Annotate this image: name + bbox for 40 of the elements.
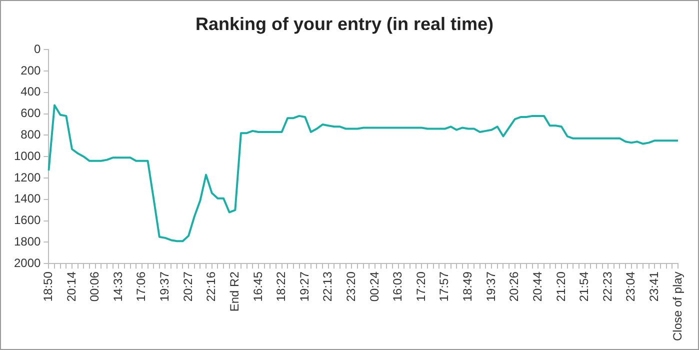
y-tick-label: 1800 [14,234,42,249]
x-tick-label: 22:13 [320,271,335,302]
x-tick-label: 21:20 [554,271,568,302]
y-tick-label: 1000 [14,148,42,163]
y-tick-label: 400 [20,84,42,99]
y-tick-label: 1200 [14,170,42,184]
y-tick-label: 2000 [14,256,42,270]
x-tick-label: 19:27 [297,271,312,302]
x-tick-label: 20:44 [530,271,544,302]
x-tick-label: 17:57 [437,271,452,302]
x-tick-label: 18:50 [41,271,56,302]
x-tick-label: 14:33 [110,271,125,302]
x-tick-label: 16:03 [390,271,405,302]
x-tick-label: 23:41 [647,271,662,302]
x-tick-label: 19:37 [158,271,172,302]
x-tick-label: 20:14 [64,271,78,302]
y-tick-label: 1400 [14,192,42,206]
x-tick-label: 23:04 [624,271,638,302]
x-tick-label: 22:16 [204,271,218,302]
x-tick-label: 00:06 [88,271,102,302]
y-tick-label: 200 [20,63,42,78]
x-tick-label: Close of play [670,272,684,342]
x-tick-label: 18:22 [274,271,288,302]
y-tick-label: 600 [20,106,42,120]
x-tick-label: 20:27 [180,271,195,302]
x-tick-label: 18:49 [460,271,475,302]
x-tick-label: 22:23 [600,271,614,302]
x-tick-label: 21:54 [577,271,592,302]
x-tick-label: 23:20 [344,271,358,302]
chart-title: Ranking of your entry (in real time) [195,14,494,34]
y-tick-label: 1600 [14,213,42,228]
x-tick-label: 17:06 [134,271,148,302]
x-tick-label: End R2 [227,271,242,312]
y-tick-label: 0 [34,42,42,56]
x-tick-label: 00:24 [367,271,382,302]
x-tick-label: 16:45 [250,271,265,302]
x-tick-label: 20:26 [507,271,522,302]
x-tick-label: 17:20 [414,271,428,302]
y-tick-label: 800 [20,128,42,142]
x-tick-label: 19:37 [484,271,498,302]
